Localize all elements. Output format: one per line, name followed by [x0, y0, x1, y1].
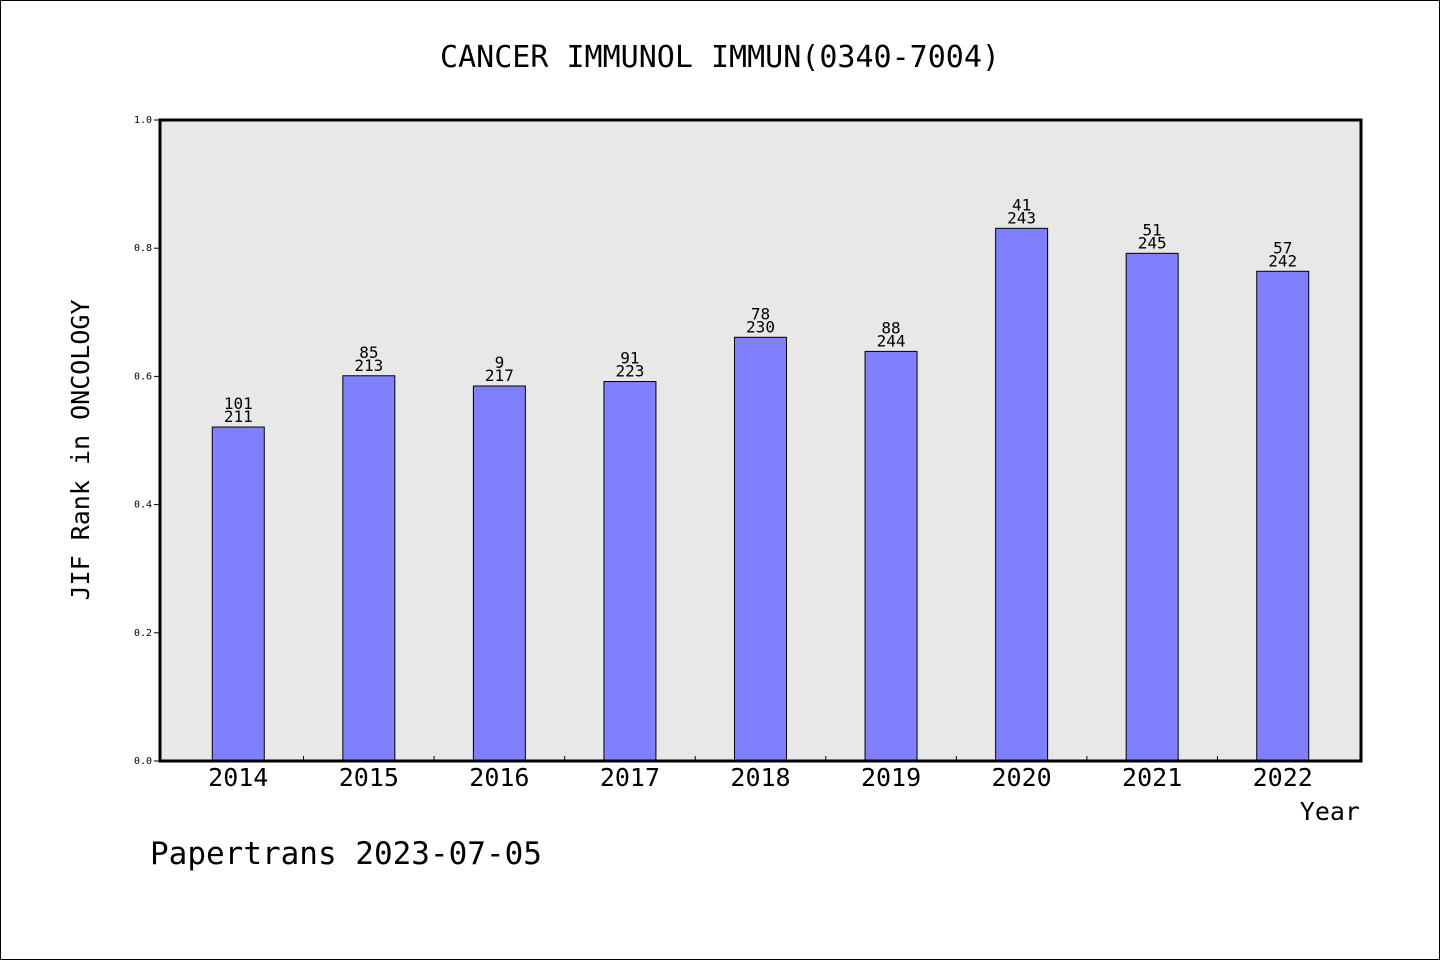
bar-rank-label-2022: 57: [1273, 238, 1292, 257]
bar-rank-label-2020: 41: [1012, 195, 1031, 214]
y-tick-label: 0.2: [134, 628, 152, 639]
y-tick-label: 0.0: [134, 756, 152, 767]
bar-2019: [864, 350, 918, 762]
bar-rank-label-2019: 88: [881, 318, 900, 337]
x-tick-label-2019: 2019: [861, 763, 921, 792]
chart-title: CANCER IMMUNOL IMMUN(0340-7004): [440, 40, 1000, 75]
bar-2014: [211, 426, 265, 762]
bar-rank-label-2017: 91: [620, 349, 639, 368]
x-tick-label-2017: 2017: [600, 763, 660, 792]
y-tick-label: 0.4: [134, 500, 152, 511]
bar-2017: [603, 381, 657, 762]
plot-border: [158, 118, 1363, 763]
bar-total-label-2021: 245: [1138, 233, 1167, 252]
x-tick-label-2015: 2015: [339, 763, 399, 792]
bar-2016: [472, 385, 526, 762]
x-tick-label-2022: 2022: [1253, 763, 1313, 792]
bar-total-label-2022: 242: [1268, 251, 1297, 270]
x-tick-label-2016: 2016: [469, 763, 529, 792]
bar-rank-label-2021: 51: [1143, 220, 1162, 239]
x-tick-label-2021: 2021: [1122, 763, 1182, 792]
x-axis: 2014 2015 2016 2017 2018 2019 2020 2021 2022: [208, 756, 1313, 792]
bar-total-label-2019: 244: [877, 331, 906, 350]
bar-total-label-2020: 243: [1007, 208, 1036, 227]
x-tick-label-2014: 2014: [208, 763, 268, 792]
bar-total-label-2017: 223: [615, 362, 644, 381]
bar-2021: [1125, 252, 1179, 762]
bar-total-label-2018: 230: [746, 317, 775, 336]
bar-rank-label-2015: 85: [359, 343, 378, 362]
bar-rank-label-2016: 9: [495, 353, 505, 372]
y-axis: 0.0 0.2 0.4 0.6 0.8 1.0: [134, 115, 160, 767]
x-tick-label-2020: 2020: [992, 763, 1052, 792]
bar-total-label-2016: 217: [485, 366, 514, 385]
x-tick-label-2018: 2018: [730, 763, 790, 792]
bar-2022: [1256, 270, 1310, 762]
bar-2018: [734, 336, 787, 762]
y-tick-label: 1.0: [134, 115, 152, 126]
bars-group: [211, 227, 1310, 762]
bar-rank-label-2018: 78: [751, 304, 770, 323]
bar-total-label-2014: 211: [224, 407, 253, 426]
y-axis-label: JIF Rank in ONCOLOGY: [66, 299, 95, 600]
bar-rank-label-2014: 101: [224, 394, 253, 413]
bar-total-label-2015: 213: [354, 356, 383, 375]
bar-2020: [995, 227, 1049, 762]
x-axis-label: Year: [1300, 797, 1360, 826]
bar-2015: [342, 375, 396, 762]
y-tick-label: 0.8: [134, 243, 152, 254]
y-tick-label: 0.6: [134, 371, 152, 382]
footer-credit: Papertrans 2023-07-05: [150, 836, 542, 872]
